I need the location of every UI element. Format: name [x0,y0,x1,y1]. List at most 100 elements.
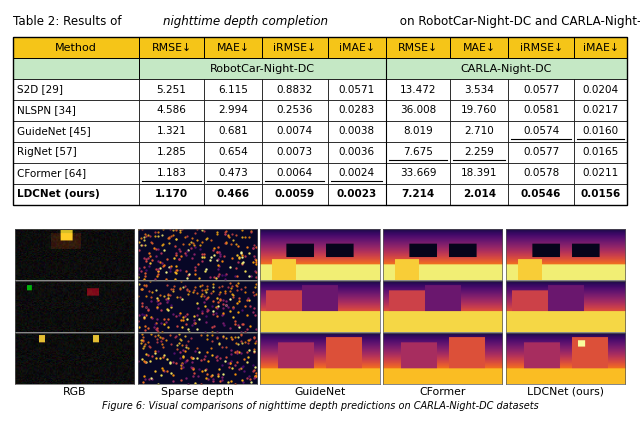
Text: 0.466: 0.466 [216,189,250,199]
Text: 0.0577: 0.0577 [523,147,559,157]
Text: 0.0571: 0.0571 [339,85,374,94]
Text: LDCNet (ours): LDCNet (ours) [17,189,100,199]
Text: 0.0211: 0.0211 [582,168,619,178]
Bar [451,142,508,163]
Bar [262,142,328,163]
Text: 0.0204: 0.0204 [582,85,619,94]
Text: iMAE↓: iMAE↓ [339,42,374,53]
Text: 7.675: 7.675 [403,147,433,157]
Text: 2.259: 2.259 [465,147,494,157]
Text: GuideNet: GuideNet [294,387,346,397]
Text: 1.285: 1.285 [157,147,186,157]
Bar [328,121,385,142]
Text: iRMSE↓: iRMSE↓ [520,42,563,53]
Text: 2.014: 2.014 [463,189,496,199]
Bar [328,163,385,184]
Text: 1.170: 1.170 [155,189,188,199]
Bar [328,100,385,121]
Bar [139,79,204,100]
Text: 5.251: 5.251 [157,85,186,94]
Bar [204,184,262,205]
Text: iMAE↓: iMAE↓ [582,42,619,53]
Text: S2D [29]: S2D [29] [17,85,63,94]
Bar [204,142,262,163]
Bar [508,184,574,205]
Bar [13,79,139,100]
Bar [574,142,627,163]
Bar [139,163,204,184]
Text: 6.115: 6.115 [218,85,248,94]
Text: 0.0578: 0.0578 [523,168,559,178]
Bar [139,142,204,163]
Text: MAE↓: MAE↓ [216,42,250,53]
Bar [204,79,262,100]
Bar [385,37,451,58]
Bar [451,121,508,142]
Bar [508,100,574,121]
Bar [385,58,627,79]
Text: Figure 6: Visual comparisons of nighttime depth predictions on CARLA-Night-DC da: Figure 6: Visual comparisons of nighttim… [102,401,538,411]
Text: 0.654: 0.654 [218,147,248,157]
Bar [262,163,328,184]
Text: 2.994: 2.994 [218,105,248,116]
Bar [574,163,627,184]
Bar [385,184,451,205]
Text: 0.0160: 0.0160 [582,126,619,136]
Bar [13,142,139,163]
Bar [328,37,385,58]
Text: 19.760: 19.760 [461,105,497,116]
Text: CFormer [64]: CFormer [64] [17,168,86,178]
Text: LDCNet (ours): LDCNet (ours) [527,387,604,397]
Text: 0.0074: 0.0074 [276,126,313,136]
Text: 0.0023: 0.0023 [337,189,377,199]
Text: 8.019: 8.019 [403,126,433,136]
Bar [508,37,574,58]
Bar [574,37,627,58]
Bar [451,100,508,121]
Text: 0.0574: 0.0574 [523,126,559,136]
Text: 0.8832: 0.8832 [276,85,313,94]
Text: 0.0283: 0.0283 [339,105,374,116]
Bar [13,37,139,58]
Text: 0.681: 0.681 [218,126,248,136]
Bar [204,100,262,121]
Bar [13,100,139,121]
Bar [13,163,139,184]
Bar [204,121,262,142]
Text: 33.669: 33.669 [400,168,436,178]
Bar [262,184,328,205]
Text: RMSE↓: RMSE↓ [152,42,191,53]
Bar [508,163,574,184]
Bar [262,37,328,58]
Text: nighttime depth completion: nighttime depth completion [163,15,328,28]
Text: 0.0059: 0.0059 [275,189,315,199]
Text: 7.214: 7.214 [401,189,435,199]
Text: Sparse depth: Sparse depth [161,387,234,397]
Bar [139,37,204,58]
Bar [451,184,508,205]
Bar [385,163,451,184]
Bar [574,121,627,142]
Bar [262,79,328,100]
Bar [13,121,139,142]
Text: 0.0217: 0.0217 [582,105,619,116]
Text: 0.0036: 0.0036 [339,147,374,157]
Text: CARLA-Night-DC: CARLA-Night-DC [461,64,552,74]
Bar [451,79,508,100]
Bar [385,142,451,163]
Bar [385,79,451,100]
Text: 4.586: 4.586 [157,105,186,116]
Bar [139,121,204,142]
Bar [262,100,328,121]
Text: 18.391: 18.391 [461,168,498,178]
Text: Table 2: Results of: Table 2: Results of [13,15,125,28]
Bar [508,142,574,163]
Text: MAE↓: MAE↓ [463,42,496,53]
Text: 0.0156: 0.0156 [580,189,621,199]
Bar [508,121,574,142]
Text: 0.0165: 0.0165 [582,147,619,157]
Bar [139,100,204,121]
Text: RobotCar-Night-DC: RobotCar-Night-DC [210,64,315,74]
Bar [13,184,139,205]
Text: GuideNet [45]: GuideNet [45] [17,126,91,136]
